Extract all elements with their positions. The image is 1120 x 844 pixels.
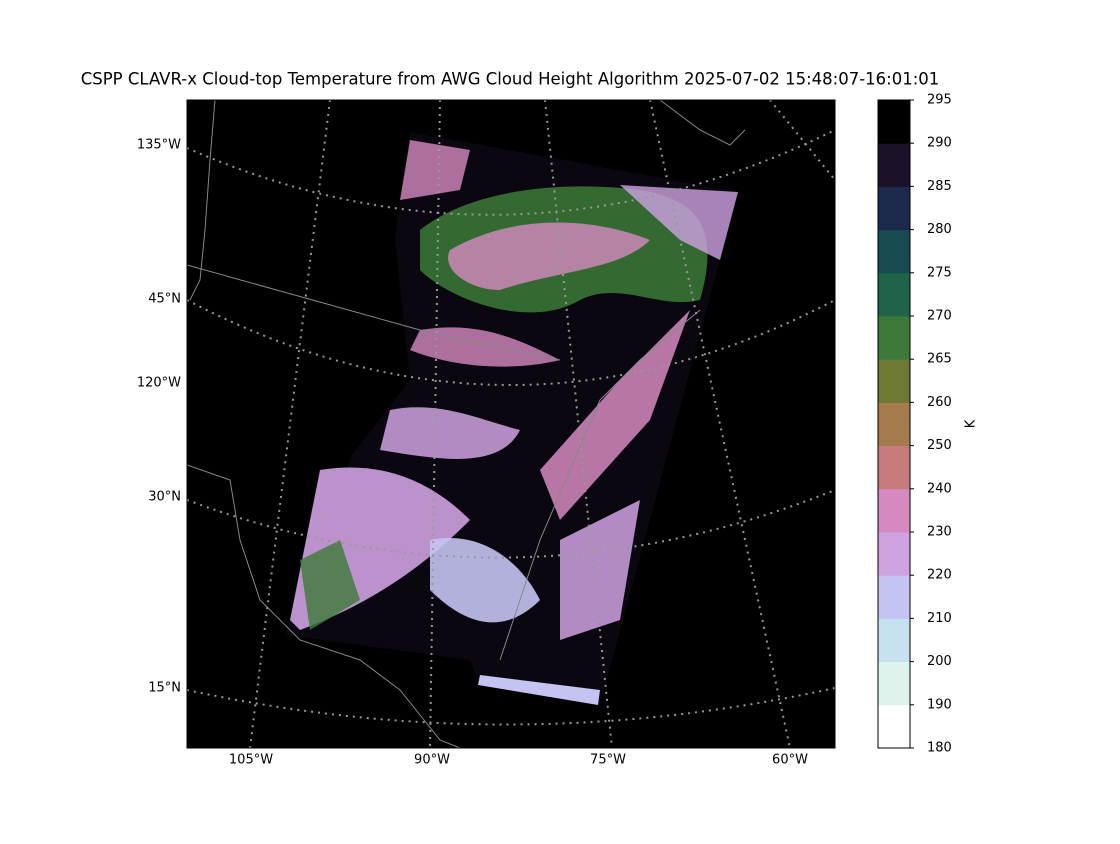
colorbar-tick-label: 295 [927, 93, 952, 108]
lat-lon-label: 30°N [148, 490, 181, 505]
colorbar-bin [878, 445, 910, 490]
colorbar-tick-label: 260 [927, 395, 952, 410]
colorbar-tick-label: 270 [927, 309, 952, 324]
colorbar: 180 190 200 210 220 230 240 250 260 265 270 275 280 2… [877, 93, 952, 756]
lat-lon-label: 120°W [137, 376, 181, 391]
colorbar-bin [878, 272, 910, 317]
colorbar-tick-label: 210 [927, 611, 952, 626]
graticule [187, 100, 835, 748]
colorbar-tick-label: 230 [927, 525, 952, 540]
colorbar-bin [878, 100, 910, 144]
lon-label: 75°W [590, 753, 626, 768]
colorbar-bin [878, 488, 910, 533]
colorbar-bin [878, 229, 910, 274]
lon-label: 90°W [414, 753, 450, 768]
colorbar-tick-label: 240 [927, 481, 952, 496]
colorbar-tick-label: 265 [927, 352, 952, 367]
lon-label: 105°W [229, 753, 273, 768]
colorbar-bin [878, 143, 910, 187]
colorbar-tick-label: 250 [927, 438, 952, 453]
colorbar-bin [878, 575, 910, 619]
colorbar-tick-label: 280 [927, 222, 952, 237]
colorbar-tick-label: 180 [927, 741, 952, 756]
title: CSPP CLAVR-x Cloud-top Temperature from … [81, 70, 940, 89]
lat-lon-label: 45°N [148, 292, 181, 307]
colorbar-label: K [964, 419, 979, 428]
cloud-swath [285, 132, 738, 705]
map-frame [186, 99, 836, 749]
colorbar-tick-label: 200 [927, 654, 952, 669]
colorbar-tick-label: 220 [927, 568, 952, 583]
colorbar-bin [878, 359, 910, 403]
lat-lon-label: 135°W [137, 138, 181, 153]
colorbar-tick-label: 290 [927, 136, 952, 151]
colorbar-bin [878, 186, 910, 231]
colorbar-bin [878, 661, 910, 706]
colorbar-bin [878, 618, 910, 663]
colorbar-bin [878, 532, 910, 576]
colorbar-tick-label: 285 [927, 179, 952, 194]
colorbar-tick-label: 275 [927, 265, 952, 280]
colorbar-bin [878, 704, 910, 749]
lon-label: 60°W [772, 753, 808, 768]
coastlines [187, 100, 746, 748]
colorbar-bin [878, 316, 910, 360]
colorbar-bin [878, 402, 910, 447]
lat-lon-label: 15°N [148, 681, 181, 696]
map [186, 99, 836, 749]
colorbar-tick-label: 190 [927, 697, 952, 712]
colorbar-frame [877, 99, 911, 749]
